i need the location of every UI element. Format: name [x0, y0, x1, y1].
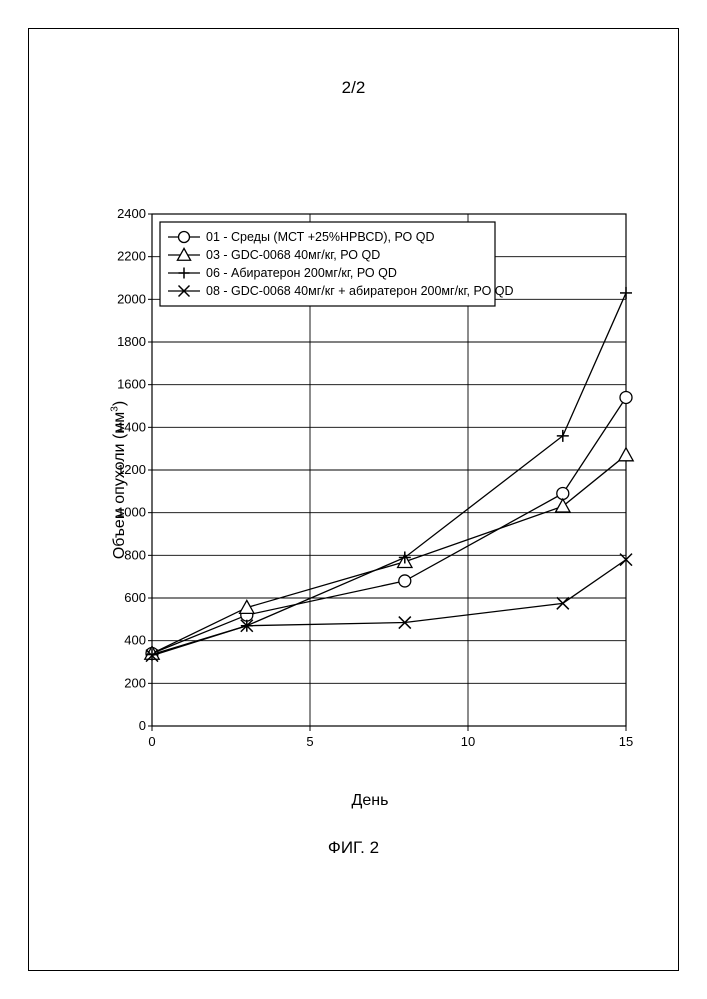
- svg-text:1600: 1600: [117, 377, 146, 392]
- svg-text:08 - GDC-0068 40мг/кг + абират: 08 - GDC-0068 40мг/кг + абиратерон 200мг…: [206, 284, 514, 298]
- x-axis-label: День: [100, 792, 640, 810]
- y-axis-label-tail: ): [111, 401, 128, 406]
- svg-text:15: 15: [619, 734, 633, 749]
- svg-text:600: 600: [124, 590, 146, 605]
- y-axis-label-main: Объем опухоли (мм: [111, 412, 128, 559]
- chart-container: Объем опухоли (мм3) 02004006008001000120…: [100, 200, 640, 760]
- svg-text:2400: 2400: [117, 206, 146, 221]
- svg-text:1800: 1800: [117, 334, 146, 349]
- svg-text:01 - Среды (МСТ +25%НРВСD), РО: 01 - Среды (МСТ +25%НРВСD), РО QD: [206, 230, 435, 244]
- y-axis-label: Объем опухоли (мм3): [109, 401, 128, 559]
- svg-text:03 - GDC-0068 40мг/кг, РО QD: 03 - GDC-0068 40мг/кг, РО QD: [206, 248, 380, 262]
- page-number: 2/2: [0, 78, 707, 98]
- svg-text:2000: 2000: [117, 291, 146, 306]
- svg-text:06 - Абиратерон 200мг/кг, РО Q: 06 - Абиратерон 200мг/кг, РО QD: [206, 266, 397, 280]
- svg-text:2200: 2200: [117, 249, 146, 264]
- svg-text:10: 10: [461, 734, 475, 749]
- svg-text:400: 400: [124, 633, 146, 648]
- page: 2/2 Объем опухоли (мм3) 0200400600800100…: [0, 0, 707, 999]
- svg-text:0: 0: [148, 734, 155, 749]
- y-axis-label-sup: 3: [109, 406, 120, 412]
- svg-text:5: 5: [306, 734, 313, 749]
- svg-text:0: 0: [139, 718, 146, 733]
- chart-svg: 0200400600800100012001400160018002000220…: [100, 200, 640, 760]
- figure-caption: ФИГ. 2: [0, 838, 707, 858]
- svg-text:200: 200: [124, 675, 146, 690]
